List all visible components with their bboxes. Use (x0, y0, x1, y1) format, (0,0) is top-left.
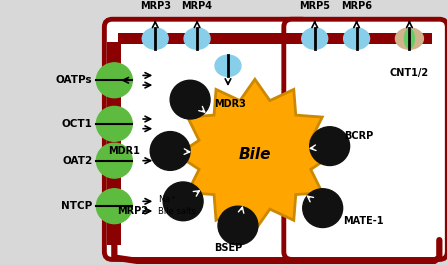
Text: Na$^+$: Na$^+$ (158, 193, 177, 205)
Ellipse shape (405, 29, 414, 48)
Circle shape (96, 63, 132, 98)
Text: MATE-1: MATE-1 (343, 216, 383, 226)
Text: MRP4: MRP4 (181, 2, 213, 11)
Bar (118, 33, 432, 45)
Text: OATPs: OATPs (56, 75, 92, 85)
Ellipse shape (344, 28, 370, 49)
Circle shape (96, 143, 132, 178)
Polygon shape (177, 79, 333, 230)
Text: OCT1: OCT1 (61, 119, 92, 129)
FancyBboxPatch shape (104, 19, 310, 259)
Ellipse shape (215, 55, 241, 76)
Text: MDR1: MDR1 (108, 146, 140, 156)
Circle shape (310, 127, 349, 166)
Text: MDR3: MDR3 (214, 99, 246, 109)
Text: Bile salts: Bile salts (158, 206, 196, 215)
Circle shape (163, 182, 203, 221)
Circle shape (170, 80, 210, 119)
Circle shape (303, 189, 343, 227)
Text: BCRP: BCRP (345, 131, 374, 142)
Text: OAT2: OAT2 (62, 156, 92, 166)
Ellipse shape (302, 28, 327, 49)
Text: CNT1/2: CNT1/2 (390, 68, 429, 78)
Text: BSEP: BSEP (214, 243, 242, 253)
Circle shape (96, 189, 132, 224)
Text: MRP3: MRP3 (140, 2, 171, 11)
Text: MRP2: MRP2 (117, 206, 148, 216)
Circle shape (218, 206, 258, 245)
Ellipse shape (142, 28, 168, 49)
Circle shape (96, 107, 132, 141)
Text: Bile: Bile (239, 147, 271, 162)
Circle shape (150, 132, 190, 170)
Text: NTCP: NTCP (61, 201, 92, 211)
Ellipse shape (396, 28, 423, 49)
Text: MRP5: MRP5 (299, 2, 330, 11)
Ellipse shape (184, 28, 210, 49)
Text: MRP6: MRP6 (341, 2, 372, 11)
Bar (108, 42, 121, 245)
FancyBboxPatch shape (284, 19, 447, 259)
